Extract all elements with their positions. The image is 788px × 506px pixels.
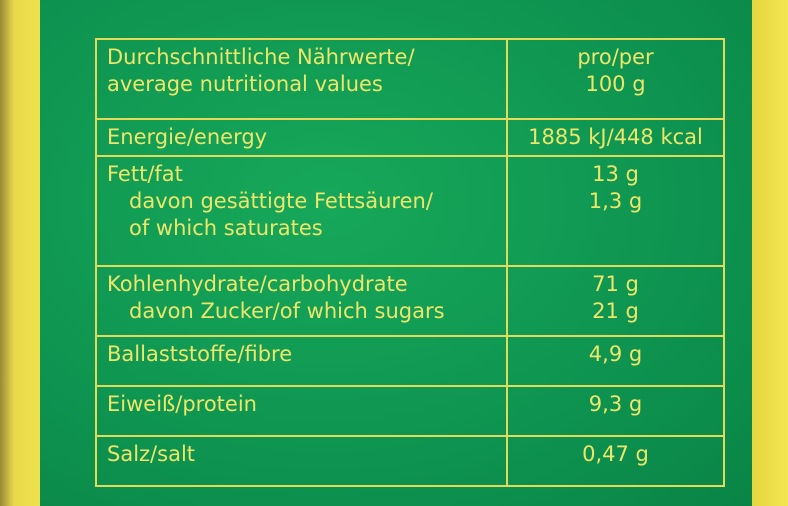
value-cell: 4,9 g (506, 335, 725, 387)
nutrient-label: Fett/fat (107, 162, 183, 186)
nutrient-value: 71 g (592, 272, 639, 296)
table-row: Fett/fat davon gesättigte Fettsäuren/of w… (95, 155, 725, 267)
nutrient-label: davon Zucker/of which sugars (129, 299, 445, 323)
nutrient-label: Salz/salt (107, 442, 196, 466)
value-cell: 0,47 g (506, 435, 725, 487)
label-cell: Eiweiß/protein (95, 385, 508, 437)
nutrient-value: 1,3 g (588, 189, 643, 213)
value-cell: 1885 kJ/448 kcal (506, 118, 725, 157)
value-cell: 71 g 21 g (506, 265, 725, 337)
nutrient-value: 21 g (592, 299, 639, 323)
label-cell: Fett/fat davon gesättigte Fettsäuren/of w… (95, 155, 508, 267)
nutrient-label: of which saturates (129, 216, 323, 240)
table-row: Kohlenhydrate/carbohydrate davon Zucker/o… (95, 265, 725, 337)
label-cell: Kohlenhydrate/carbohydrate davon Zucker/o… (95, 265, 508, 337)
table-row: Eiweiß/protein 9,3 g (95, 385, 725, 437)
nutrient-value: 9,3 g (588, 392, 643, 416)
table-row: Salz/salt 0,47 g (95, 435, 725, 487)
nutrient-value: 1885 kJ/448 kcal (528, 125, 703, 149)
nutrient-label: Energie/energy (107, 125, 268, 149)
table-row: Energie/energy 1885 kJ/448 kcal (95, 118, 725, 157)
table-row: Ballaststoffe/fibre 4,9 g (95, 335, 725, 387)
nutrient-label: Eiweiß/protein (107, 392, 257, 416)
yellow-edge (752, 0, 788, 506)
nutrient-value: pro/per (577, 45, 654, 69)
nutrient-label: average nutritional values (107, 72, 383, 96)
label-cell: Ballaststoffe/fibre (95, 335, 508, 387)
label-cell: Durchschnittliche Nährwerte/average nutr… (95, 38, 508, 120)
nutrient-value: 100 g (585, 72, 646, 96)
nutrient-label: Durchschnittliche Nährwerte/ (107, 45, 415, 69)
value-cell: pro/per 100 g (506, 38, 725, 120)
nutrient-label: Ballaststoffe/fibre (107, 342, 293, 366)
table-row: Durchschnittliche Nährwerte/average nutr… (95, 38, 725, 120)
nutrient-label: Kohlenhydrate/carbohydrate (107, 272, 408, 296)
value-cell: 9,3 g (506, 385, 725, 437)
nutrient-value: 0,47 g (582, 442, 649, 466)
nutrition-table: Durchschnittliche Nährwerte/average nutr… (95, 38, 725, 487)
nutrient-label: davon gesättigte Fettsäuren/ (129, 189, 433, 213)
value-cell: 13 g 1,3 g (506, 155, 725, 267)
label-cell: Salz/salt (95, 435, 508, 487)
nutrient-value: 4,9 g (588, 342, 643, 366)
nutrient-value: 13 g (592, 162, 639, 186)
label-cell: Energie/energy (95, 118, 508, 157)
